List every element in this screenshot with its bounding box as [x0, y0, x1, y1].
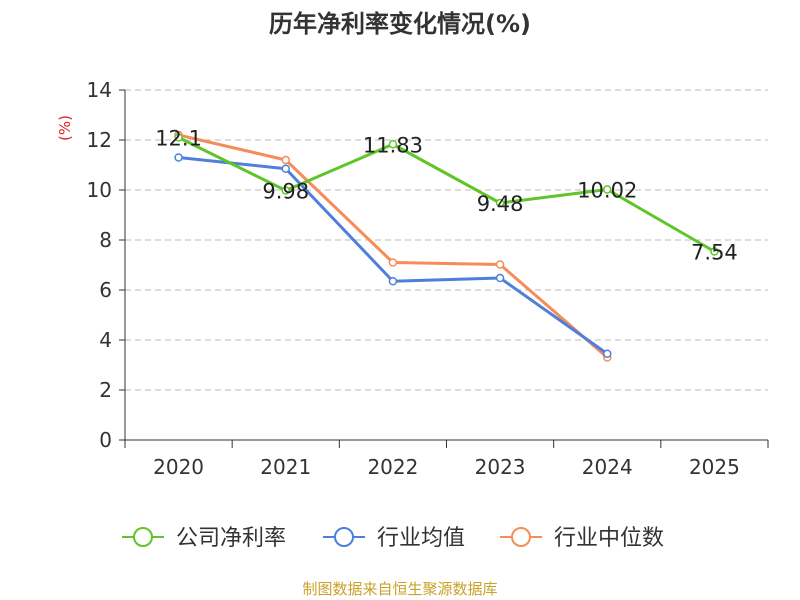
data-point	[603, 349, 612, 358]
chart-title: 历年净利率变化情况(%)	[269, 10, 531, 38]
data-point	[388, 258, 398, 267]
legend-marker	[334, 527, 354, 547]
y-tick-labels: 0 2 4 6 8 10 12 14	[87, 78, 112, 452]
x-tick-label: 2025	[689, 455, 740, 479]
data-label: 11.83	[363, 133, 423, 157]
data-point	[495, 198, 505, 208]
series-line	[177, 136, 716, 253]
data-point	[495, 260, 505, 269]
x-tick-label: 2020	[153, 455, 204, 479]
series-line	[178, 156, 609, 355]
legend-label: 行业均值	[377, 526, 465, 551]
source-note: 制图数据来自恒生聚源数据库	[302, 580, 497, 598]
data-label: 12.1	[155, 127, 202, 151]
data-point	[710, 247, 719, 256]
data-label: 10.02	[577, 179, 637, 203]
data-point	[174, 133, 183, 142]
y-tick-label: 12	[87, 128, 112, 152]
x-tick-label: 2024	[582, 455, 633, 479]
data-label: 9.48	[477, 192, 524, 216]
data-point	[281, 164, 290, 173]
data-labels: 12.1 9.98 11.83 9.48 10.02 7.54	[155, 127, 738, 265]
data-point	[281, 155, 290, 165]
legend-label: 行业中位数	[554, 526, 664, 551]
x-tick-label: 2022	[367, 455, 418, 479]
data-label: 7.54	[691, 241, 738, 265]
series-points	[174, 130, 719, 362]
series-lines	[177, 133, 716, 359]
y-tick-label: 10	[87, 178, 112, 202]
x-tick-label: 2023	[475, 455, 526, 479]
y-tick-label: 14	[87, 78, 112, 102]
y-tick-label: 6	[99, 278, 112, 302]
data-point	[388, 277, 398, 286]
y-axis-label: (%)	[56, 115, 74, 141]
data-point	[281, 186, 290, 195]
legend: 公司净利率 行业均值 行业中位数	[122, 526, 664, 551]
legend-marker	[133, 527, 153, 547]
axes	[119, 89, 769, 448]
data-point	[603, 185, 612, 194]
grid-lines	[125, 89, 768, 391]
x-tick-labels: 2020 2021 2022 2023 2024 2025	[153, 455, 740, 479]
data-point	[388, 140, 398, 149]
y-tick-label: 0	[99, 428, 112, 452]
y-tick-label: 8	[99, 228, 112, 252]
data-label: 9.98	[262, 180, 309, 204]
y-tick-label: 4	[99, 328, 112, 352]
legend-label: 公司净利率	[176, 526, 286, 551]
y-tick-label: 2	[99, 378, 112, 402]
data-point	[495, 273, 505, 283]
legend-marker	[511, 527, 531, 547]
x-tick-label: 2021	[260, 455, 311, 479]
data-point	[174, 153, 183, 162]
